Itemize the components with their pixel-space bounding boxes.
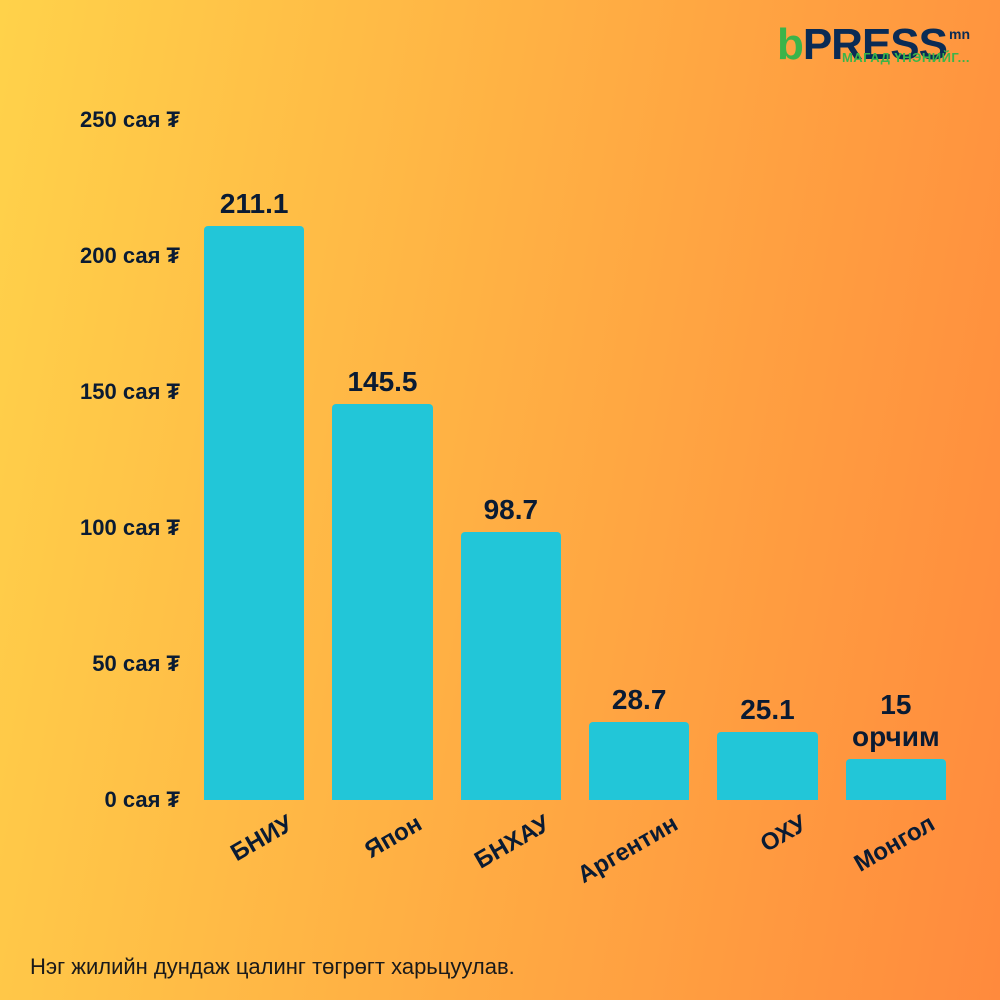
y-axis-tick-label: 100 сая ₮ (80, 515, 180, 541)
y-axis-tick-label: 50 сая ₮ (92, 651, 180, 677)
salary-bar-chart: 211.1 145.5 98.7 28.725.1 15 орчим 0 сая ₮ 50… (60, 120, 960, 880)
plot-area: 211.1 145.5 98.7 28.725.1 15 орчим (190, 120, 960, 800)
y-axis-tick-label: 250 сая ₮ (80, 107, 180, 133)
y-axis-tick-label: 200 сая ₮ (80, 243, 180, 269)
bar-value-label: 145.5 (322, 366, 442, 398)
chart-caption: Нэг жилийн дундаж цалинг төгрөгт харьцуу… (30, 954, 515, 980)
bar (204, 226, 304, 800)
y-axis-tick-label: 0 сая ₮ (105, 787, 180, 813)
y-axis-tick-label: 150 сая ₮ (80, 379, 180, 405)
bar-value-label: 15 орчим (836, 689, 956, 753)
bar-value-label: 98.7 (451, 494, 571, 526)
bar-value-label: 211.1 (194, 188, 314, 220)
bar (717, 732, 817, 800)
logo-tagline: МАГАД ҮНЭНИЙГ... (842, 50, 970, 65)
logo-superscript: mn (949, 26, 970, 42)
bar (332, 404, 432, 800)
bar-value-label: 25.1 (707, 694, 827, 726)
bar (461, 532, 561, 800)
bar (589, 722, 689, 800)
logo-b-letter: b (777, 20, 803, 70)
bar (846, 759, 946, 800)
bar-value-label: 28.7 (579, 684, 699, 716)
